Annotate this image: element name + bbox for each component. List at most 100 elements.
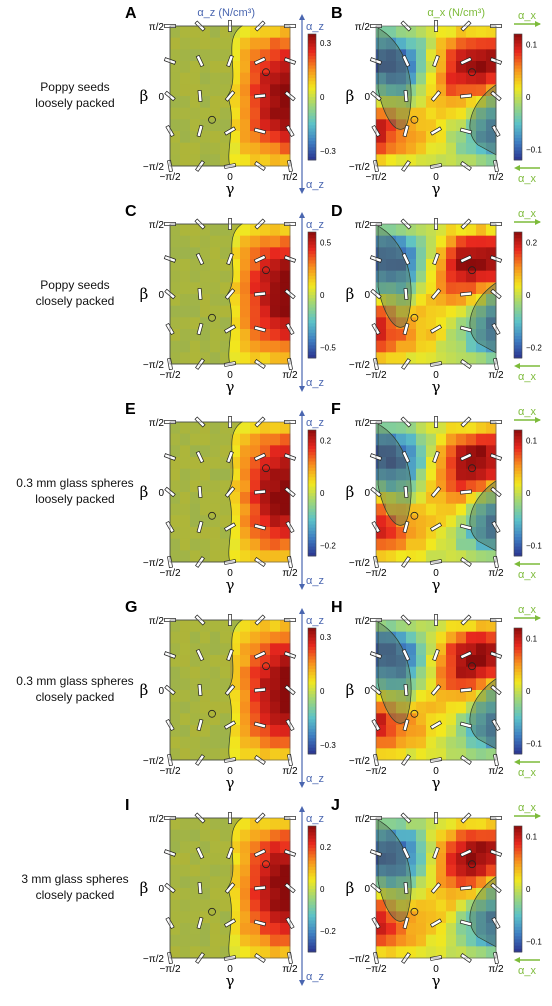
panel-i-cell [170, 876, 181, 889]
panel-b-cell [446, 119, 457, 132]
panel-c-cell [260, 247, 271, 260]
panel-a-cell [260, 119, 271, 132]
panel-j-cell [426, 888, 437, 901]
panel-i-cell [200, 946, 211, 959]
panel-e-cell [260, 433, 271, 446]
panel-b-colorbar-step [514, 43, 522, 47]
panel-j-cell [446, 841, 457, 854]
panel-f-cell [436, 468, 447, 481]
panel-g-cell [230, 631, 241, 644]
panel-b-cell [426, 142, 437, 155]
panel-j-cell [436, 911, 447, 924]
panel-g-cell [200, 690, 211, 703]
panel-d-glyph [460, 291, 472, 297]
panel-e-cell [170, 538, 181, 551]
panel-c-cell [170, 329, 181, 342]
panel-a-cell [210, 26, 221, 39]
panel-b-cell [436, 154, 447, 167]
panel-d-colorbar-step [514, 329, 522, 334]
panel-i-cell [280, 841, 291, 854]
panel-e-colorbar-step [308, 505, 316, 510]
panel-b-colorbar-step [514, 131, 522, 136]
panel-j-circle-glyph [410, 907, 419, 916]
panel-h-cell [406, 655, 417, 668]
panel-i-colorbar-step [308, 914, 316, 918]
panel-e-cell [190, 492, 201, 505]
panel-d-cell [476, 235, 487, 248]
panel-f-colorbar-step [514, 461, 522, 466]
panel-j-colorbar-step [514, 945, 522, 950]
panel-i-colorbar-step [308, 863, 316, 868]
panel-d-cell [396, 352, 407, 365]
row-label-3: 0.3 mm glass spheres loosely packed [0, 475, 150, 507]
panel-c-colorbar-step [308, 279, 316, 283]
panel-c-cell [200, 329, 211, 342]
panel-c-colorbar-step [308, 345, 316, 349]
panel-h-colorbar-step [514, 728, 522, 733]
panel-d-colorbar-tick: −0.2 [526, 344, 542, 353]
panel-d-cell [416, 329, 427, 342]
panel-g-cell [210, 631, 221, 644]
panel-f-cell [396, 422, 407, 435]
panel-i-cell [250, 888, 261, 901]
panel-d-glyph [429, 324, 443, 334]
panel-i-cell [210, 888, 221, 901]
panel-i-cell [240, 888, 251, 901]
panel-h-cell [426, 655, 437, 668]
panel-b-cell [426, 131, 437, 144]
panel-d-colorbar-step [514, 298, 522, 302]
panel-e-colorbar [307, 429, 317, 557]
panel-h-circle-glyph [468, 662, 476, 671]
panel-g-cell [280, 701, 291, 714]
panel-f-glyph [459, 523, 473, 531]
panel-f-cell [466, 468, 477, 481]
panel-i-ytick: −π/2 [143, 954, 165, 965]
panel-j-cell [376, 923, 387, 936]
panel-b-cell [456, 154, 467, 167]
panel-g-force-label-top: α_z [306, 615, 324, 627]
panel-f-ytick: −π/2 [349, 558, 371, 569]
panel-c-cell [170, 305, 181, 318]
panel-c-cell [240, 294, 251, 307]
panel-f-cell [466, 550, 477, 563]
panel-i-cell [260, 876, 271, 889]
panel-g-colorbar-step [308, 722, 316, 727]
panel-i-cell [180, 911, 191, 924]
panel-j-colorbar-step [514, 835, 522, 839]
panel-g-cell [240, 736, 251, 749]
panel-a-colorbar-step [308, 137, 316, 142]
panel-b-glyph [403, 90, 409, 102]
panel-h-cell [486, 620, 497, 633]
panel-c-colorbar-step [308, 263, 316, 268]
panel-i-cell [190, 829, 201, 842]
panel-d-cell [386, 259, 397, 272]
panel-f-xtick: 0 [433, 568, 439, 579]
panel-j-glyph [432, 846, 440, 860]
panel-b-cell [436, 142, 447, 155]
panel-a-cell [190, 49, 201, 62]
panel-i-cell [230, 934, 241, 947]
panel-d-colorbar-step [514, 235, 522, 239]
panel-j-cell [456, 946, 467, 959]
panel-d-colorbar-step [514, 282, 522, 286]
panel-c-cell [250, 294, 261, 307]
panel-b-cell [416, 26, 427, 39]
panel-e-cell [190, 422, 201, 435]
panel-g-cell [250, 713, 261, 726]
panel-a-cell [170, 142, 181, 155]
panel-i-xtick: −π/2 [159, 964, 181, 975]
panel-a-colorbar-step [308, 100, 316, 104]
panel-c-cell [190, 294, 201, 307]
panel-g-cell [170, 725, 181, 738]
panel-c-cell [240, 340, 251, 353]
panel-c-colorbar-step [308, 254, 316, 258]
panel-i-ylabel: β [140, 879, 149, 897]
panel-b-colorbar-step [514, 56, 522, 60]
panel-b-ytick: −π/2 [349, 162, 371, 173]
panel-a-ytick: π/2 [149, 22, 165, 33]
panel-h-cell [456, 736, 467, 749]
panel-c-colorbar-step [308, 276, 316, 280]
panel-e-cell [210, 492, 221, 505]
panel-d-cell [456, 259, 467, 272]
panel-f-cell [376, 422, 387, 435]
